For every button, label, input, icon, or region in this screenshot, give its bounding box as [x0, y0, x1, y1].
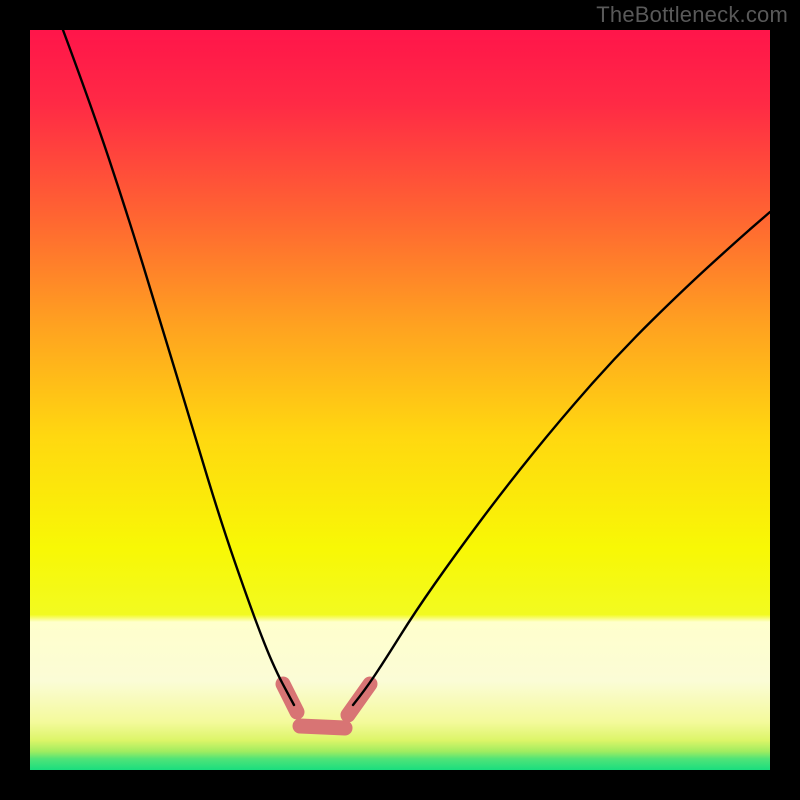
- watermark-text: TheBottleneck.com: [596, 2, 788, 28]
- highlight-segment-1: [300, 726, 345, 728]
- bottleneck-chart: [0, 0, 800, 800]
- plot-background-gradient: [30, 30, 770, 770]
